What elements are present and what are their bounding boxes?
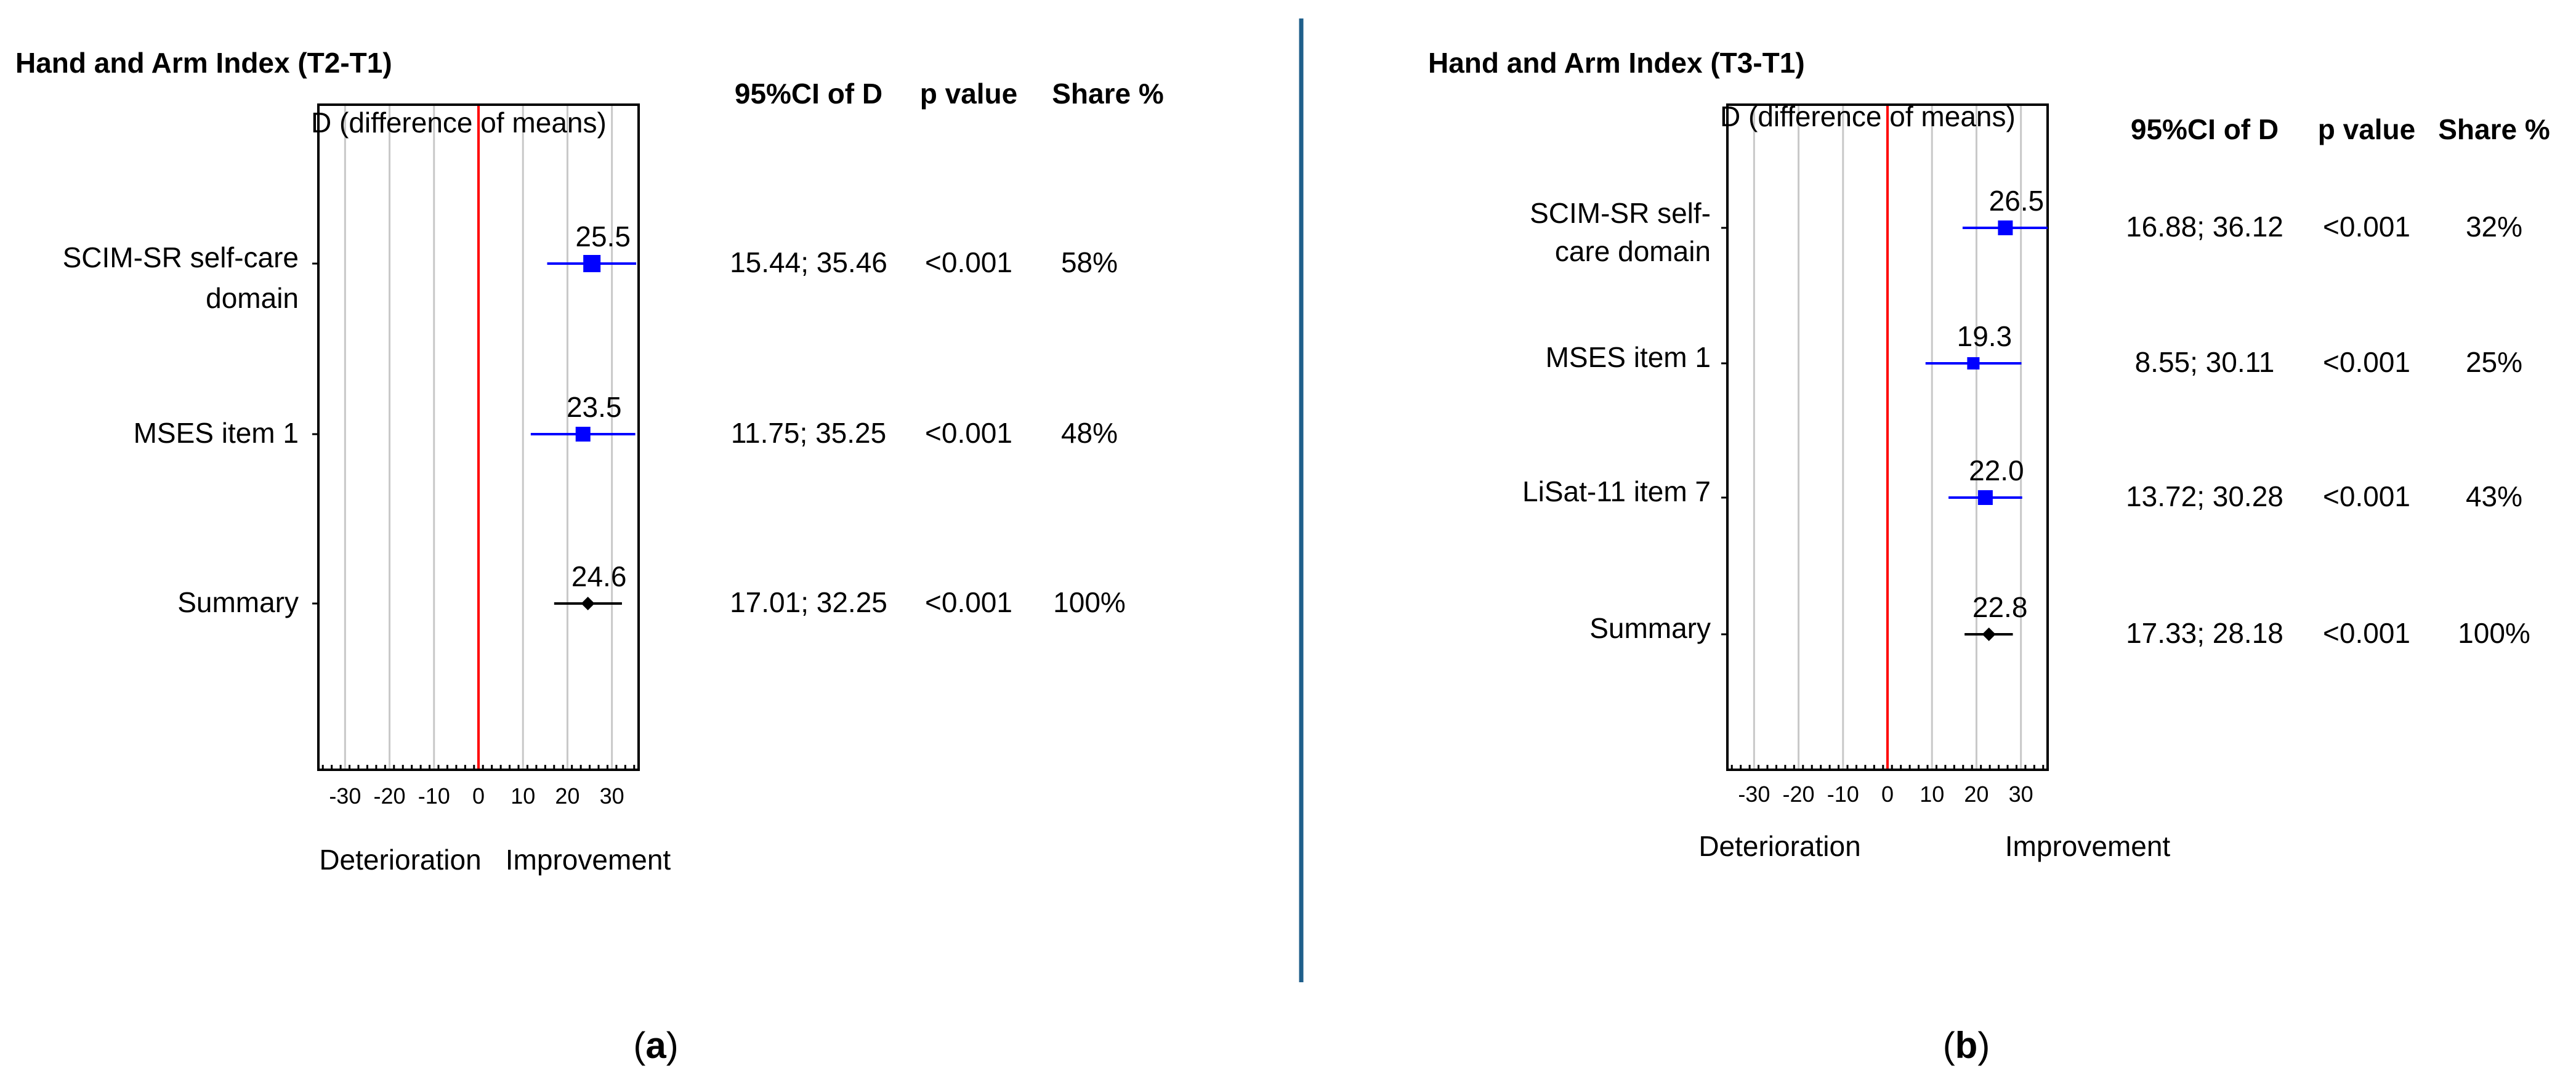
row-label: Summary	[177, 586, 299, 618]
data-label: 23.5	[567, 391, 622, 423]
x-tick-label: -20	[1783, 781, 1815, 807]
summary-marker	[1982, 628, 1996, 641]
share-value: 100%	[1053, 586, 1126, 618]
point-marker	[575, 427, 591, 442]
x-tick-label: 10	[511, 783, 535, 809]
data-label: 26.5	[1989, 185, 2045, 217]
ci-value: 11.75; 35.25	[731, 417, 886, 449]
direction-label-deterioration: Deterioration	[1698, 830, 1860, 862]
plot-title: Hand and Arm Index (T2-T1)	[15, 47, 392, 79]
point-marker	[583, 255, 601, 272]
column-header: p value	[2318, 113, 2416, 145]
x-tick-label: -10	[418, 783, 450, 809]
ci-value: 13.72; 30.28	[2126, 480, 2283, 512]
x-tick-label: 30	[2009, 781, 2033, 807]
x-tick-label: 20	[555, 783, 579, 809]
x-tick-label: -30	[1738, 781, 1770, 807]
point-marker	[1967, 357, 1980, 369]
x-tick-label: -20	[374, 783, 406, 809]
column-header: Share %	[1052, 78, 1164, 110]
p-value: <0.001	[925, 586, 1012, 618]
row-label: LiSat-11 item 7	[1522, 475, 1711, 507]
x-tick-label: 0	[472, 783, 485, 809]
data-label: 25.5	[575, 220, 631, 252]
share-value: 43%	[2466, 480, 2522, 512]
row-label: care domain	[1555, 235, 1711, 267]
panel-tag: (a)	[633, 1025, 678, 1066]
row-label: SCIM-SR self-care	[63, 241, 299, 273]
panel-tag: (b)	[1943, 1025, 1990, 1066]
ci-value: 17.33; 28.18	[2126, 617, 2283, 649]
data-label: 22.8	[1972, 591, 2028, 623]
p-value: <0.001	[2323, 617, 2410, 649]
ci-value: 8.55; 30.11	[2135, 346, 2275, 378]
direction-label-improvement: Improvement	[2005, 830, 2171, 862]
point-marker	[1998, 220, 2013, 235]
row-label: SCIM-SR self-	[1530, 197, 1711, 229]
row-label: MSES item 1	[1546, 341, 1711, 373]
axis-title: D (difference of means)	[1720, 100, 2016, 132]
data-label: 24.6	[571, 560, 627, 592]
ci-value: 16.88; 36.12	[2126, 211, 2283, 243]
share-value: 25%	[2466, 346, 2522, 378]
column-header: 95%CI of D	[2131, 113, 2279, 145]
plot-frame	[317, 103, 640, 771]
plot-frame	[1726, 103, 2049, 771]
row-label: domain	[206, 282, 299, 314]
data-label: 22.0	[1969, 454, 2024, 486]
share-value: 58%	[1061, 246, 1118, 278]
p-value: <0.001	[2323, 346, 2410, 378]
p-value: <0.001	[2323, 211, 2410, 243]
p-value: <0.001	[2323, 480, 2410, 512]
direction-label-improvement: Improvement	[506, 844, 671, 876]
plot-title: Hand and Arm Index (T3-T1)	[1428, 47, 1805, 79]
p-value: <0.001	[925, 246, 1012, 278]
column-header: p value	[920, 78, 1018, 110]
column-header: 95%CI of D	[735, 78, 882, 110]
ci-value: 15.44; 35.46	[730, 246, 887, 278]
row-label: MSES item 1	[134, 417, 299, 449]
p-value: <0.001	[925, 417, 1012, 449]
x-tick-label: 10	[1920, 781, 1944, 807]
point-marker	[1977, 490, 1993, 505]
share-value: 48%	[1061, 417, 1118, 449]
column-header: Share %	[2438, 113, 2550, 145]
x-tick-label: 20	[1964, 781, 1989, 807]
x-tick-label: -30	[329, 783, 361, 809]
ci-value: 17.01; 32.25	[730, 586, 887, 618]
share-value: 32%	[2466, 211, 2522, 243]
share-value: 100%	[2458, 617, 2530, 649]
panel-a: Hand and Arm Index (T2-T1) D (difference …	[15, 47, 1164, 1066]
x-tick-label: 30	[600, 783, 624, 809]
direction-label-deterioration: Deterioration	[319, 844, 481, 876]
summary-marker	[581, 597, 595, 610]
axis-title: D (difference of means)	[311, 107, 607, 139]
x-tick-label: 0	[1881, 781, 1894, 807]
panel-b: Hand and Arm Index (T3-T1) D (difference …	[1428, 47, 2550, 1066]
x-tick-label: -10	[1827, 781, 1859, 807]
data-label: 19.3	[1957, 320, 2013, 352]
row-label: Summary	[1589, 612, 1711, 644]
